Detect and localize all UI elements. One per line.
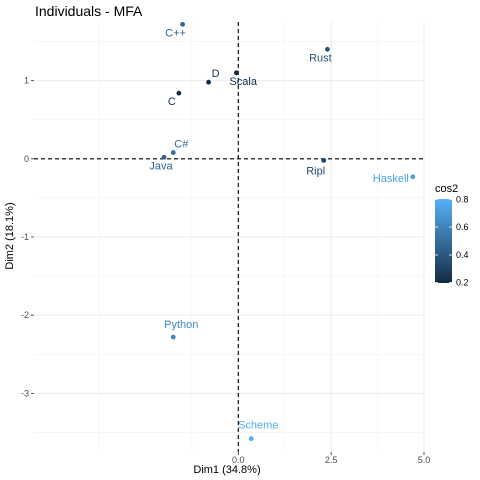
x-axis-ticks: 0.0 2.5 5.0: [232, 452, 430, 465]
point-scala: [234, 70, 239, 76]
point-python: [170, 334, 176, 340]
chart-title: Individuals - MFA: [35, 3, 143, 19]
legend-title: cos2: [435, 183, 458, 195]
point-d: [206, 79, 211, 85]
point-label-scheme: Scheme: [238, 420, 278, 432]
reference-lines: [34, 22, 424, 452]
point-label-scala: Scala: [229, 76, 257, 88]
y-axis-label: Dim2 (18.1%): [4, 202, 16, 269]
x-tick-label: 5.0: [418, 455, 431, 465]
data-points: [161, 21, 416, 442]
point-ripl: [321, 157, 327, 163]
point-labels: C++ Rust D Scala C C#Java Ripl Haskell Python Sch…: [149, 27, 409, 431]
point-scheme: [248, 436, 254, 442]
y-tick-label: -2: [21, 310, 29, 320]
cos2-legend: cos2 0.2 0.4 0.6 0.8: [435, 183, 469, 288]
point-label-c: C#: [174, 139, 189, 151]
y-tick-label: -1: [21, 232, 29, 242]
y-tick-label: -3: [21, 388, 29, 398]
point-c: [170, 150, 176, 155]
point-label-haskell: Haskell: [373, 173, 409, 185]
y-tick-label: 0: [24, 154, 29, 164]
legend-tick-label: 0.6: [456, 222, 469, 232]
point-label-c: C: [168, 96, 176, 108]
point-haskell: [410, 174, 416, 180]
point-rust: [325, 46, 330, 52]
x-axis-label: Dim1 (34.8%): [193, 464, 260, 476]
legend-tick-label: 0.2: [456, 278, 469, 288]
y-axis-ticks: -3 -2 -1 0 1: [21, 76, 34, 398]
legend-tick-label: 0.8: [456, 195, 469, 205]
legend-colorbar: [435, 199, 452, 283]
point-label-python: Python: [164, 319, 198, 331]
x-tick-label: 2.5: [325, 455, 338, 465]
point-label-ripl: Ripl: [306, 165, 325, 177]
point-label-java: Java: [149, 160, 173, 172]
point-label-rust: Rust: [309, 52, 332, 64]
point-label-c: C++: [165, 27, 186, 39]
legend-ticks: 0.2 0.4 0.6 0.8: [435, 195, 469, 288]
legend-tick-label: 0.4: [456, 250, 469, 260]
point-c: [176, 90, 182, 96]
y-tick-label: 1: [24, 76, 29, 86]
point-java: [161, 154, 167, 160]
x-tick-label: 0.0: [232, 455, 245, 465]
point-c: [180, 21, 185, 27]
point-label-d: D: [212, 68, 220, 80]
